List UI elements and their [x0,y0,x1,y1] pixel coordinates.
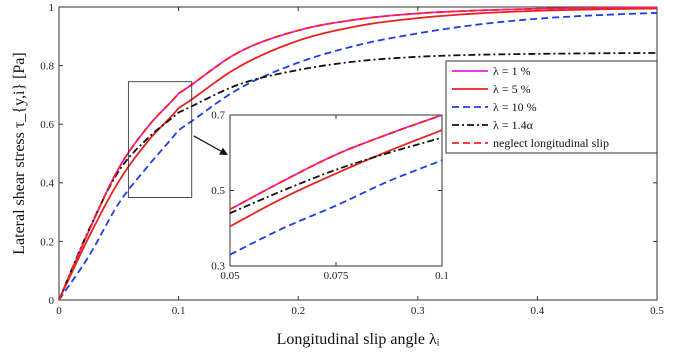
legend-entry-0: λ = 1 % [493,64,531,78]
legend-entry-4: neglect longitudinal slip [493,136,609,150]
main-x-tick-label: 0.2 [291,305,305,317]
legend: λ = 1 % λ = 5 % λ = 10 % λ = 1.4α neglect lo… [445,60,658,154]
inset-x-tick-label: 0.075 [324,270,349,282]
main-y-tick-label: 0.6 [40,119,54,131]
y-axis-label: Lateral shear stress τ_{y,i} [Pa] [11,52,28,254]
inset-y-tick-label: 0.3 [211,261,225,273]
main-y-tick-label: 1 [49,2,55,14]
inset-series-line-1 [230,129,442,228]
legend-box [445,60,658,154]
main-x-tick-label: 0 [56,305,62,317]
main-x-tick-label: 0.4 [531,305,545,317]
inset-frame [229,114,443,267]
legend-entry-1: λ = 5 % [493,82,531,96]
main-series-line-2 [58,11,658,301]
main-x-tick-label: 0.3 [411,305,425,317]
main-series-line-1 [58,7,658,301]
inset-plot-area: 0.05 0.075 0.1 0.3 0.5 0.7 [211,110,449,283]
main-y-tick-label: 0.2 [40,236,54,248]
inset-series-line-2 [230,159,442,256]
main-y-tick-label: 0.4 [40,178,54,190]
legend-entry-3: λ = 1.4α [493,118,534,132]
inset-x-tick-label: 0.1 [435,270,449,282]
main-y-tick-label: 0 [49,295,55,307]
legend-entry-2: λ = 10 % [493,100,537,114]
inset-y-tick-label: 0.7 [211,110,225,122]
main-series-line-4 [58,6,658,301]
inset-series-line-0 [230,115,442,211]
inset-y-tick-label: 0.5 [211,185,225,197]
zoom-region-box [127,81,193,198]
main-x-tick-label: 0.1 [172,305,186,317]
x-axis-label: Longitudinal slip angle λᵢ [277,331,440,348]
main-y-tick-label: 0.8 [40,60,54,72]
main-x-tick-label: 0.5 [650,305,664,317]
inset-x-tick-label: 0.05 [220,270,240,282]
zoom-arrow [193,135,228,155]
